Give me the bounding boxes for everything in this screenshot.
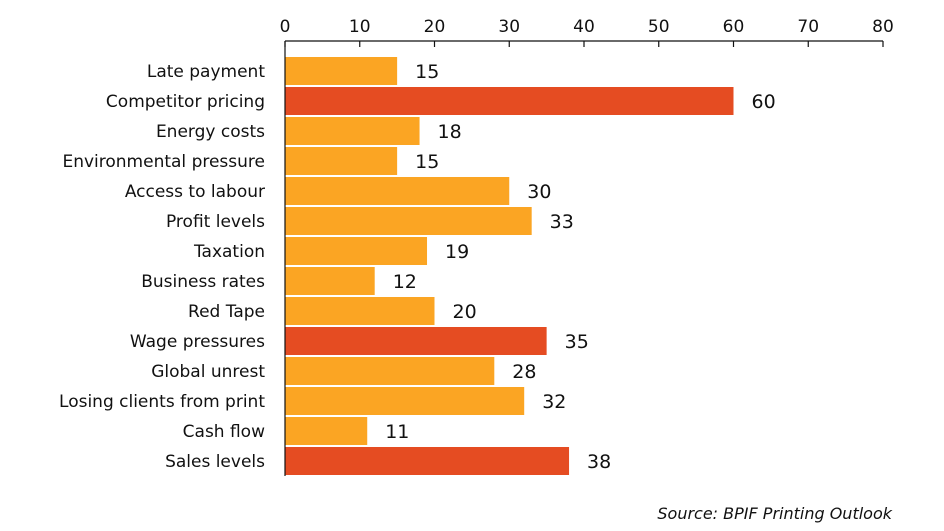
x-tick-label: 50 xyxy=(648,17,670,37)
category-label: Access to labour xyxy=(125,182,265,202)
category-label: Business rates xyxy=(141,272,265,292)
category-label: Red Tape xyxy=(188,302,265,322)
bar-chart: 0 10 20 30 40 50 60 70 80 Late payment Competitor… xyxy=(59,17,894,476)
category-label: Taxation xyxy=(193,242,265,262)
value-label: 33 xyxy=(550,211,574,233)
category-label: Environmental pressure xyxy=(62,152,265,172)
value-label: 15 xyxy=(415,151,439,173)
bar xyxy=(285,297,435,325)
bar xyxy=(285,417,368,445)
x-tick-label: 80 xyxy=(872,17,894,37)
value-labels: 15 60 18 15 30 33 19 12 20 35 28 32 11 38 xyxy=(385,61,775,473)
x-tick-label: 70 xyxy=(797,17,819,37)
x-tick-label: 20 xyxy=(424,17,446,37)
bar xyxy=(285,387,525,415)
bar xyxy=(285,147,398,175)
value-label: 30 xyxy=(527,181,551,203)
bar xyxy=(285,117,420,145)
bar xyxy=(285,207,532,235)
value-label: 11 xyxy=(385,421,409,443)
bar xyxy=(285,57,398,85)
category-label: Cash flow xyxy=(183,422,265,442)
category-label: Competitor pricing xyxy=(106,92,265,112)
bar xyxy=(285,447,570,475)
category-label: Profit levels xyxy=(166,212,265,232)
x-axis: 0 10 20 30 40 50 60 70 80 xyxy=(280,17,894,476)
bar xyxy=(285,327,547,355)
bar xyxy=(285,177,510,205)
value-label: 15 xyxy=(415,61,439,83)
x-tick-label: 30 xyxy=(498,17,520,37)
category-label: Sales levels xyxy=(165,452,265,472)
x-tick-label: 60 xyxy=(723,17,745,37)
value-label: 19 xyxy=(445,241,469,263)
value-label: 28 xyxy=(512,361,536,383)
bar xyxy=(285,267,375,295)
category-label: Wage pressures xyxy=(130,332,265,352)
bar xyxy=(285,237,428,265)
value-label: 38 xyxy=(587,451,611,473)
bar xyxy=(285,87,734,115)
value-label: 18 xyxy=(438,121,462,143)
value-label: 12 xyxy=(393,271,417,293)
value-label: 32 xyxy=(542,391,566,413)
value-label: 35 xyxy=(565,331,589,353)
x-tick-label: 10 xyxy=(349,17,371,37)
bars-group xyxy=(285,57,734,475)
x-tick-label: 40 xyxy=(573,17,595,37)
category-labels: Late payment Competitor pricing Energy cos… xyxy=(59,62,265,472)
category-label: Energy costs xyxy=(156,122,265,142)
x-tick-label: 0 xyxy=(280,17,291,37)
value-label: 20 xyxy=(453,301,477,323)
category-label: Global unrest xyxy=(151,362,265,382)
category-label: Losing clients from print xyxy=(59,392,265,412)
category-label: Late payment xyxy=(147,62,265,82)
bar xyxy=(285,357,495,385)
source-note: Source: BPIF Printing Outlook xyxy=(657,504,892,523)
value-label: 60 xyxy=(752,91,776,113)
